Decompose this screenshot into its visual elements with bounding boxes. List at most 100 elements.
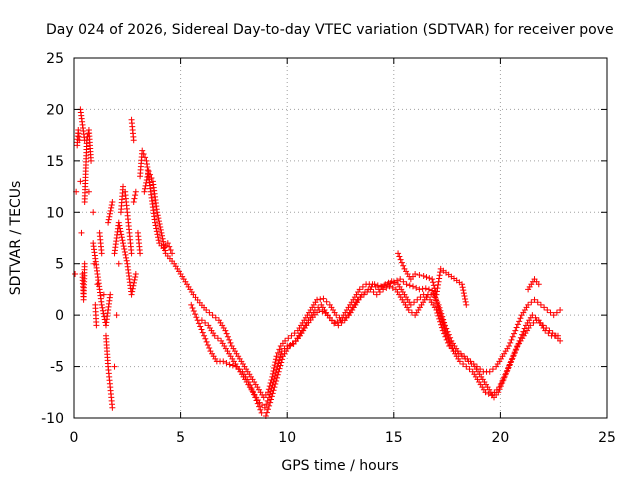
- data-point: [81, 137, 88, 144]
- series-track-3: [198, 283, 561, 411]
- data-point: [385, 279, 392, 286]
- data-point: [422, 285, 429, 292]
- data-point: [364, 289, 371, 295]
- series-track-1: [72, 127, 564, 411]
- data-point: [155, 215, 162, 222]
- data-point: [432, 294, 439, 301]
- data-point: [532, 314, 539, 321]
- data-point: [438, 315, 445, 322]
- axes: 0 5 10 15 20 25 -10 -5 0 5 10 15 20 25: [41, 51, 616, 446]
- data-point: [414, 296, 421, 303]
- data-point: [131, 279, 138, 286]
- data-point: [131, 276, 138, 283]
- data-point: [270, 379, 277, 385]
- data-point: [266, 391, 273, 398]
- data-point: [272, 369, 279, 376]
- data-point: [379, 283, 386, 290]
- data-point: [229, 362, 236, 369]
- data-point: [105, 216, 112, 223]
- data-point: [338, 319, 345, 326]
- data-point: [76, 137, 83, 144]
- x-tick-label: 10: [278, 430, 296, 446]
- data-point: [261, 404, 268, 411]
- data-point: [107, 291, 114, 298]
- y-tick-label: 10: [46, 205, 64, 221]
- data-point: [370, 289, 377, 295]
- data-point: [121, 246, 128, 253]
- data-point: [389, 284, 396, 291]
- data-point: [199, 329, 206, 336]
- data-point: [517, 315, 524, 322]
- x-tick-label: 15: [385, 430, 403, 446]
- data-point: [273, 353, 280, 360]
- data-point: [277, 354, 284, 361]
- data-point: [531, 296, 538, 303]
- data-point: [436, 309, 443, 316]
- data-point: [132, 273, 139, 280]
- data-point: [465, 358, 472, 365]
- data-point: [537, 301, 544, 308]
- data-point: [263, 409, 270, 416]
- data-point: [510, 353, 517, 360]
- data-point: [142, 154, 149, 161]
- data-point: [193, 314, 200, 321]
- data-point: [167, 247, 174, 253]
- data-point: [400, 262, 407, 269]
- data-point: [212, 314, 219, 321]
- data-point: [275, 360, 282, 367]
- data-point: [72, 271, 79, 277]
- data-point: [412, 271, 419, 277]
- data-point: [397, 276, 404, 283]
- data-point: [456, 358, 463, 365]
- data-point: [155, 234, 162, 241]
- data-point: [122, 251, 129, 258]
- data-point: [521, 325, 528, 332]
- data-point: [460, 361, 467, 367]
- data-point: [508, 336, 515, 343]
- data-point: [93, 322, 100, 329]
- data-point: [90, 209, 97, 216]
- data-point: [519, 331, 526, 338]
- data-point: [271, 375, 278, 382]
- x-axis-label: GPS time / hours: [281, 458, 398, 474]
- data-point: [98, 250, 105, 257]
- data-point: [141, 185, 148, 192]
- data-point: [434, 285, 441, 292]
- data-point: [203, 307, 210, 313]
- data-point: [153, 228, 160, 235]
- data-point: [513, 324, 520, 331]
- series-track-4: [77, 106, 542, 329]
- data-point: [285, 335, 292, 342]
- data-point: [433, 288, 440, 295]
- data-point: [500, 374, 507, 381]
- data-point: [435, 281, 442, 288]
- data-point: [223, 330, 230, 337]
- data-point: [444, 332, 451, 339]
- data-point: [317, 296, 324, 303]
- data-point: [425, 286, 432, 293]
- grid-lines: [74, 58, 607, 418]
- data-point: [209, 312, 216, 319]
- data-point: [407, 301, 414, 308]
- data-point: [98, 301, 105, 308]
- data-point: [441, 323, 448, 330]
- data-point: [107, 207, 114, 214]
- data-point: [128, 291, 135, 298]
- data-point: [514, 344, 521, 351]
- data-point: [132, 192, 139, 199]
- data-point: [462, 295, 469, 302]
- data-point: [266, 394, 273, 401]
- data-point: [525, 301, 532, 308]
- data-point: [462, 355, 469, 362]
- data-point: [459, 284, 466, 291]
- data-point: [164, 240, 171, 247]
- data-point: [449, 345, 456, 352]
- data-point: [314, 296, 321, 303]
- x-tick-label: 0: [70, 430, 79, 446]
- data-point: [116, 222, 123, 229]
- data-points: [72, 106, 564, 419]
- plot-frame: [73, 57, 608, 419]
- data-point: [121, 248, 128, 255]
- data-point: [433, 291, 440, 298]
